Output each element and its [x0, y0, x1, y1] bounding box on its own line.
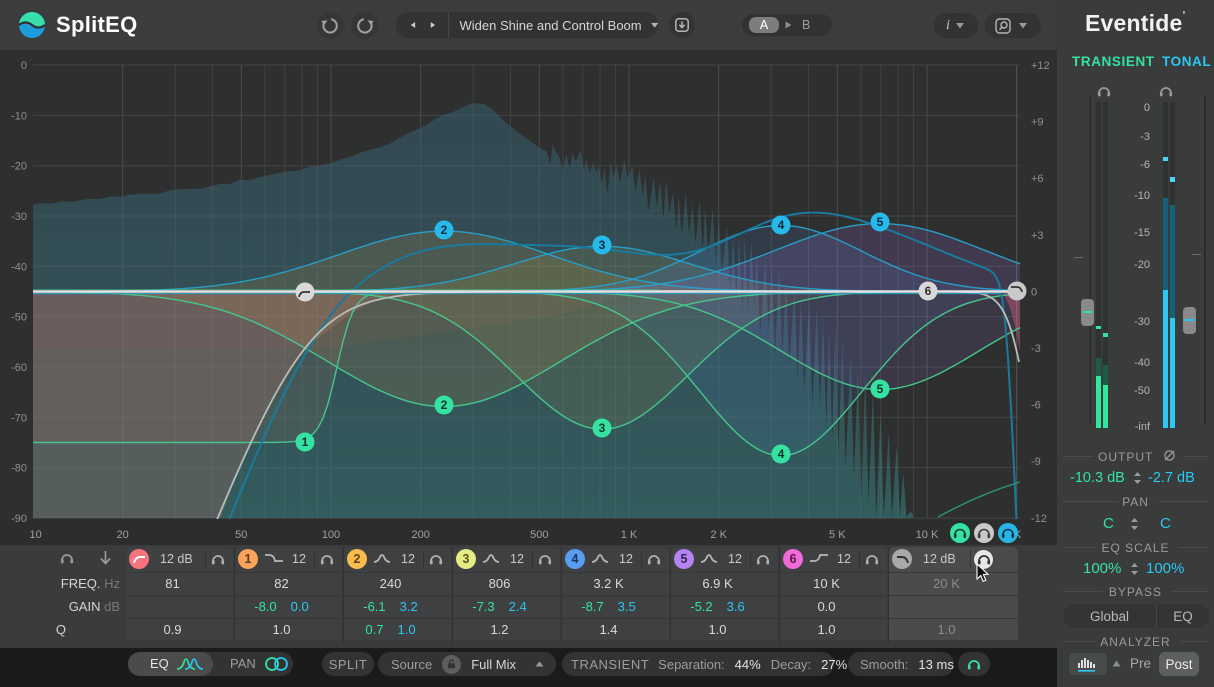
svg-text:4: 4 [778, 218, 785, 232]
svg-text:6: 6 [925, 284, 932, 298]
svg-text:500: 500 [530, 529, 548, 541]
svg-text:5 K: 5 K [829, 529, 846, 541]
svg-text:-10: -10 [11, 110, 27, 122]
svg-text:-9: -9 [1031, 456, 1041, 468]
svg-text:-30: -30 [11, 211, 27, 223]
svg-text:0: 0 [21, 60, 27, 72]
svg-text:-6: -6 [1031, 400, 1041, 412]
svg-text:1 K: 1 K [621, 529, 638, 541]
svg-text:-12: -12 [1031, 513, 1047, 525]
svg-text:5: 5 [877, 382, 884, 396]
svg-text:-50: -50 [11, 312, 27, 324]
svg-text:10: 10 [29, 529, 41, 541]
svg-text:10 K: 10 K [916, 529, 939, 541]
svg-text:3: 3 [599, 238, 606, 252]
svg-text:-3: -3 [1031, 343, 1041, 355]
svg-text:-70: -70 [11, 412, 27, 424]
svg-text:-40: -40 [11, 261, 27, 273]
svg-text:-90: -90 [11, 513, 27, 525]
svg-text:-80: -80 [11, 463, 27, 475]
svg-text:4: 4 [778, 447, 785, 461]
svg-text:50: 50 [235, 529, 247, 541]
svg-text:20: 20 [117, 529, 129, 541]
svg-text:+3: +3 [1031, 230, 1044, 242]
svg-text:+6: +6 [1031, 173, 1044, 185]
svg-text:2 K: 2 K [710, 529, 727, 541]
svg-text:3: 3 [599, 421, 606, 435]
svg-text:5: 5 [877, 215, 884, 229]
svg-text:+12: +12 [1031, 60, 1050, 72]
svg-text:200: 200 [412, 529, 430, 541]
svg-text:100: 100 [322, 529, 340, 541]
svg-text:-60: -60 [11, 362, 27, 374]
svg-text:-20: -20 [11, 161, 27, 173]
svg-text:0: 0 [1031, 286, 1037, 298]
svg-text:1: 1 [302, 435, 309, 449]
svg-text:2: 2 [441, 223, 448, 237]
svg-text:+9: +9 [1031, 117, 1044, 129]
svg-text:2: 2 [441, 398, 448, 412]
